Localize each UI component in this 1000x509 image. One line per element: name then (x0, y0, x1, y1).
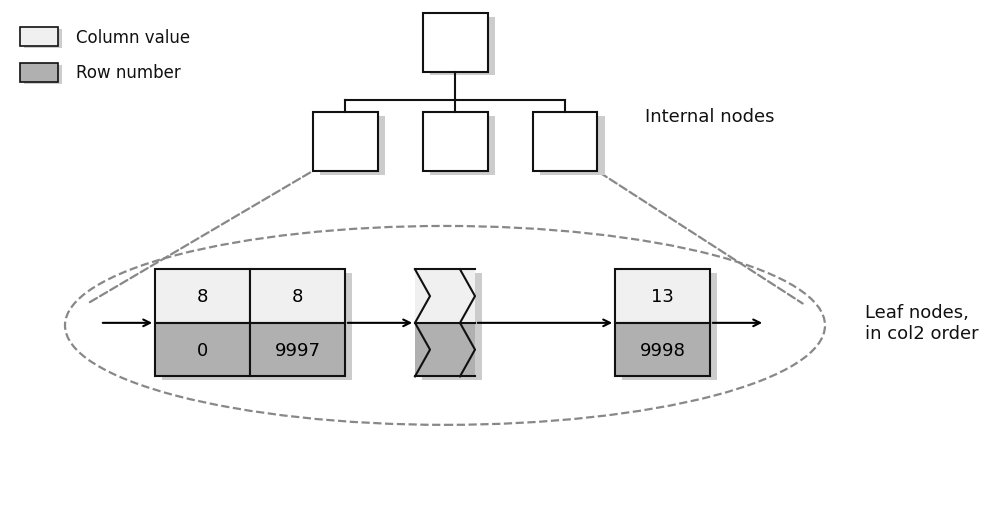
Text: Row number: Row number (76, 64, 181, 82)
FancyBboxPatch shape (422, 14, 488, 72)
FancyBboxPatch shape (250, 270, 345, 323)
FancyBboxPatch shape (622, 273, 717, 380)
FancyBboxPatch shape (24, 66, 62, 85)
FancyBboxPatch shape (430, 17, 494, 76)
FancyBboxPatch shape (312, 114, 378, 172)
FancyBboxPatch shape (422, 114, 488, 172)
FancyBboxPatch shape (20, 28, 58, 47)
Text: Leaf nodes,
in col2 order: Leaf nodes, in col2 order (865, 304, 979, 343)
FancyBboxPatch shape (430, 117, 494, 175)
Text: 9998: 9998 (640, 341, 685, 359)
FancyBboxPatch shape (540, 117, 604, 175)
FancyBboxPatch shape (422, 273, 482, 380)
Text: 0: 0 (197, 341, 208, 359)
Text: Column value: Column value (76, 29, 190, 47)
FancyBboxPatch shape (162, 273, 352, 380)
FancyBboxPatch shape (532, 114, 597, 172)
Text: 13: 13 (651, 288, 674, 305)
FancyBboxPatch shape (415, 323, 475, 377)
Text: 9997: 9997 (274, 341, 320, 359)
FancyBboxPatch shape (320, 117, 384, 175)
FancyBboxPatch shape (24, 30, 62, 49)
FancyBboxPatch shape (155, 323, 250, 377)
FancyBboxPatch shape (20, 64, 58, 83)
FancyBboxPatch shape (155, 270, 250, 323)
Text: 8: 8 (292, 288, 303, 305)
FancyBboxPatch shape (615, 323, 710, 377)
Text: Internal nodes: Internal nodes (645, 108, 774, 126)
FancyBboxPatch shape (615, 270, 710, 323)
FancyBboxPatch shape (415, 270, 475, 323)
Text: 8: 8 (197, 288, 208, 305)
FancyBboxPatch shape (250, 323, 345, 377)
